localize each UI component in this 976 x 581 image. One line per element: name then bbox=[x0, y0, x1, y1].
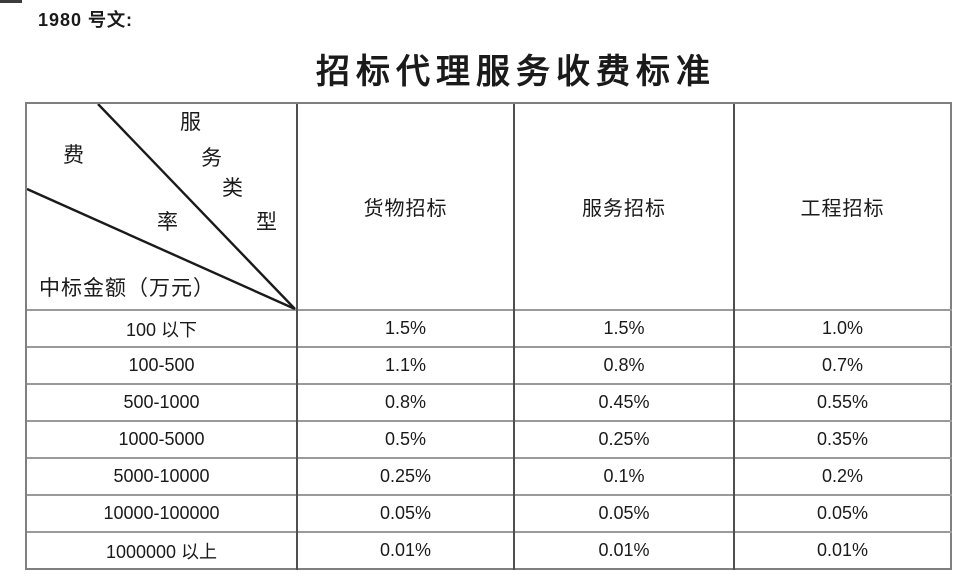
column-header-goods: 货物招标 bbox=[296, 102, 514, 310]
fee-value: 0.01% bbox=[296, 531, 514, 569]
document-ref-label: 1980 号文: bbox=[38, 10, 134, 30]
corner-service-type-char-4: 型 bbox=[256, 210, 277, 234]
fee-value: 0.2% bbox=[733, 457, 951, 495]
table-row: 100 以下 1.5% 1.5% 1.0% bbox=[25, 309, 951, 347]
fee-standard-table: 服 费 务 类 率 型 中标金额（万元） 货物招标 服务招标 工程招标 100 … bbox=[25, 102, 952, 570]
fee-value: 0.8% bbox=[513, 346, 734, 384]
column-header-project: 工程招标 bbox=[733, 102, 951, 310]
fee-value: 1.5% bbox=[513, 309, 734, 347]
table-row: 10000-100000 0.05% 0.05% 0.05% bbox=[25, 494, 951, 532]
corner-amount-axis-label: 中标金额（万元） bbox=[39, 276, 215, 300]
fee-value: 0.01% bbox=[513, 531, 734, 569]
fee-value: 1.5% bbox=[296, 309, 514, 347]
column-header-service: 服务招标 bbox=[513, 102, 734, 310]
diagonal-lines bbox=[27, 104, 296, 310]
fee-value: 0.5% bbox=[296, 420, 514, 458]
corner-fee-rate-char-1: 费 bbox=[63, 143, 84, 167]
fee-value: 0.05% bbox=[513, 494, 734, 532]
fee-value: 0.7% bbox=[733, 346, 951, 384]
row-label: 100 以下 bbox=[25, 309, 297, 347]
table-row: 1000-5000 0.5% 0.25% 0.35% bbox=[25, 420, 951, 458]
fee-value: 0.8% bbox=[296, 383, 514, 421]
fee-value: 0.1% bbox=[513, 457, 734, 495]
fee-value: 1.0% bbox=[733, 309, 951, 347]
fee-value: 0.25% bbox=[296, 457, 514, 495]
diagonal-header-cell: 服 费 务 类 率 型 中标金额（万元） bbox=[25, 102, 297, 310]
fee-value: 0.05% bbox=[733, 494, 951, 532]
row-label: 5000-10000 bbox=[25, 457, 297, 495]
table-row: 1000000 以上 0.01% 0.01% 0.01% bbox=[25, 531, 951, 569]
row-label: 100-500 bbox=[25, 346, 297, 384]
table-row: 5000-10000 0.25% 0.1% 0.2% bbox=[25, 457, 951, 495]
fee-value: 0.55% bbox=[733, 383, 951, 421]
table-row: 100-500 1.1% 0.8% 0.7% bbox=[25, 346, 951, 384]
fee-value: 0.05% bbox=[296, 494, 514, 532]
scan-artifact-mark bbox=[0, 0, 22, 3]
corner-service-type-char-1: 服 bbox=[180, 110, 201, 134]
corner-service-type-char-2: 务 bbox=[201, 146, 222, 170]
fee-value: 0.35% bbox=[733, 420, 951, 458]
table-header-row: 服 费 务 类 率 型 中标金额（万元） 货物招标 服务招标 工程招标 bbox=[25, 102, 951, 310]
page-title: 招标代理服务收费标准 bbox=[316, 52, 716, 92]
fee-value: 0.25% bbox=[513, 420, 734, 458]
row-label: 10000-100000 bbox=[25, 494, 297, 532]
fee-value: 1.1% bbox=[296, 346, 514, 384]
row-label: 1000000 以上 bbox=[25, 531, 297, 569]
fee-value: 0.01% bbox=[733, 531, 951, 569]
corner-fee-rate-char-2: 率 bbox=[157, 210, 178, 234]
corner-service-type-char-3: 类 bbox=[222, 176, 243, 200]
row-label: 1000-5000 bbox=[25, 420, 297, 458]
row-label: 500-1000 bbox=[25, 383, 297, 421]
table-row: 500-1000 0.8% 0.45% 0.55% bbox=[25, 383, 951, 421]
fee-value: 0.45% bbox=[513, 383, 734, 421]
